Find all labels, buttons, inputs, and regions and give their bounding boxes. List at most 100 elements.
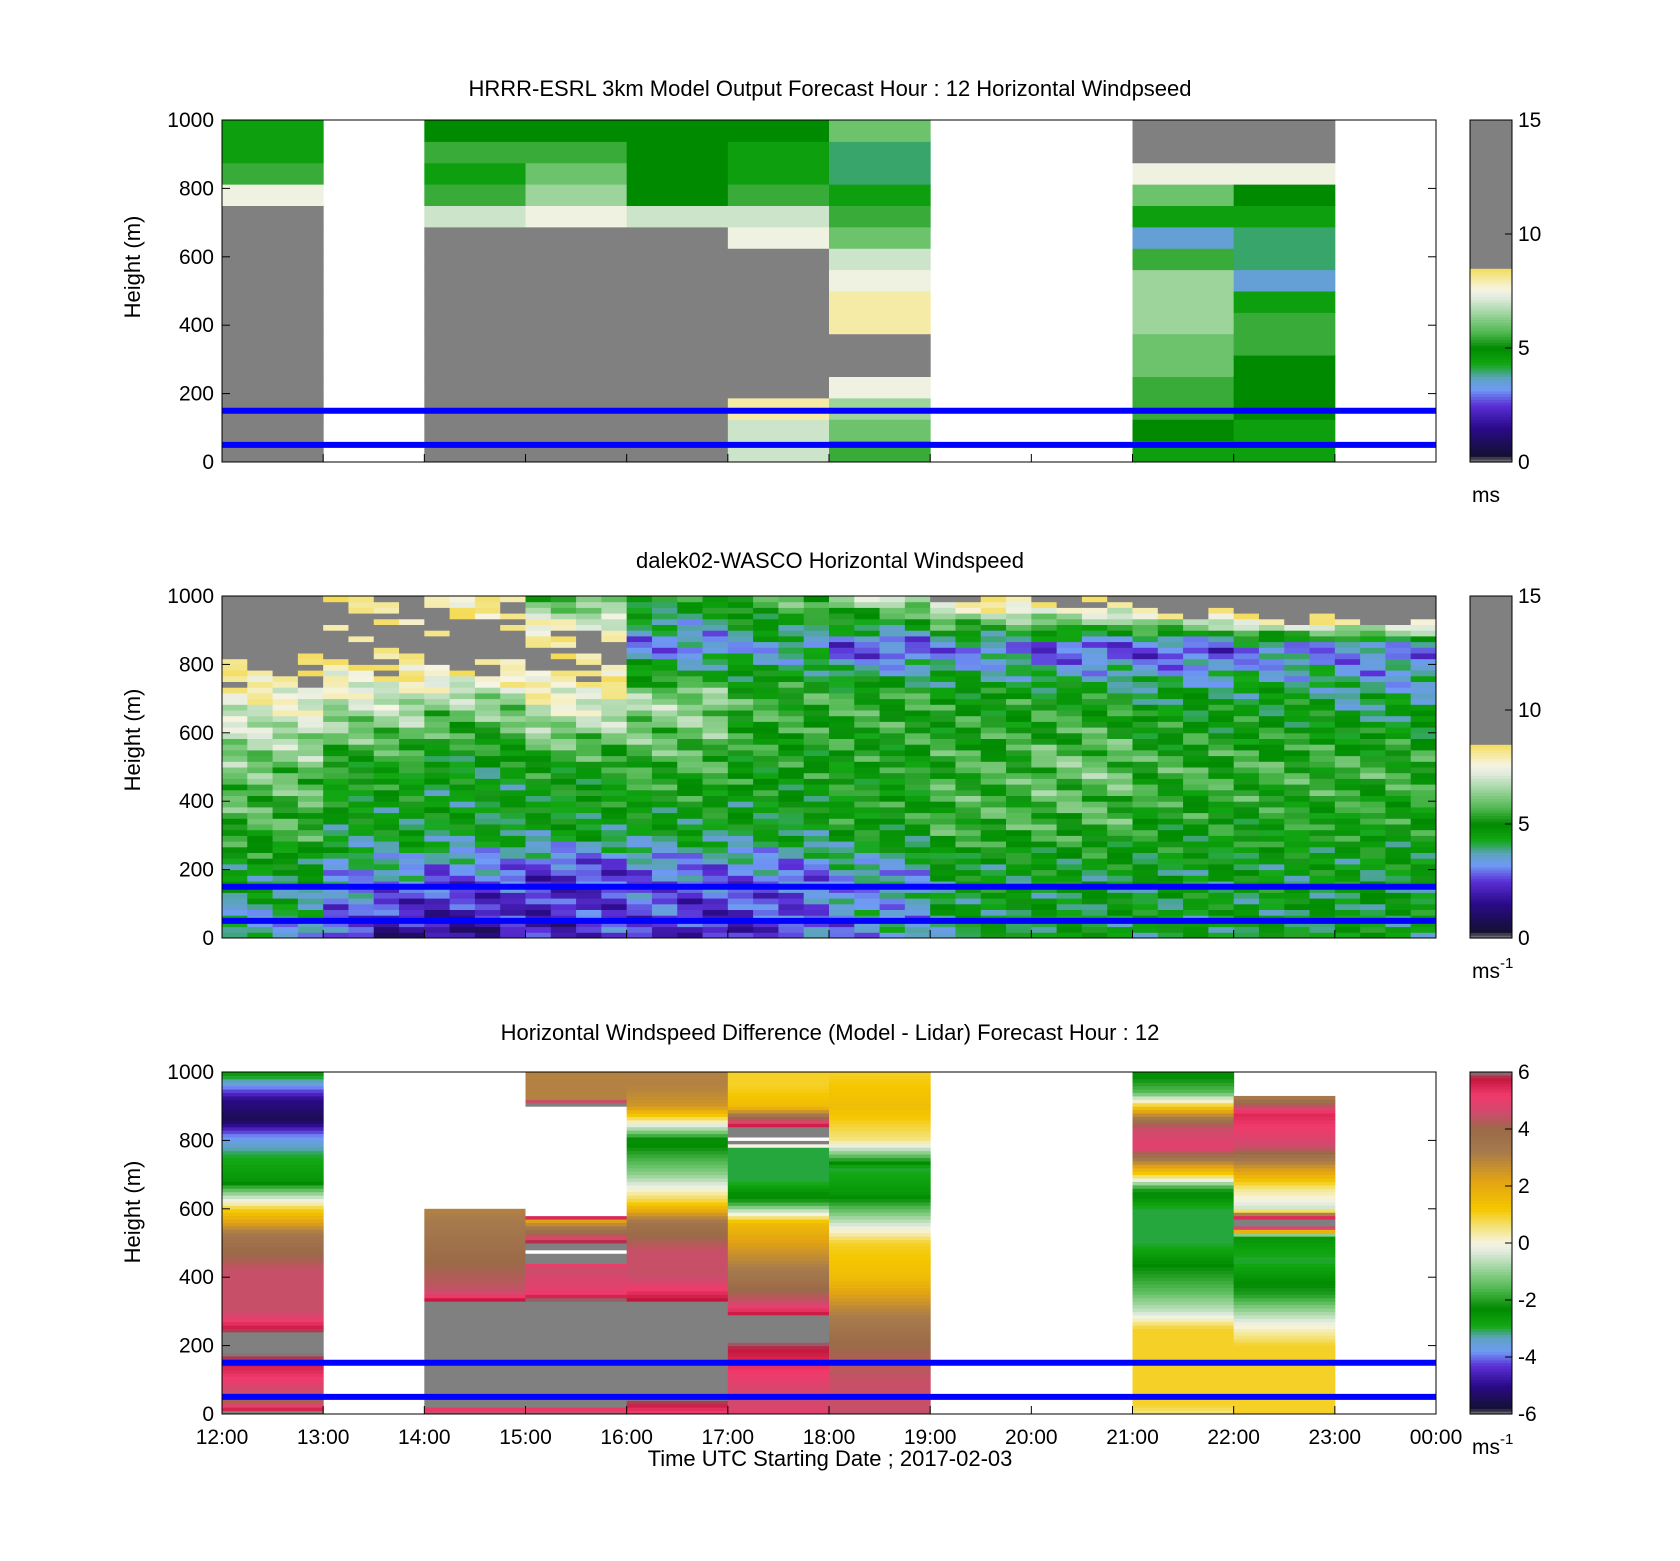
heatmap-cell [500,858,526,865]
heatmap-cell [829,806,855,814]
heatmap-cell [702,801,729,808]
heatmap-cell [297,767,324,774]
heatmap-cell [727,738,754,745]
heatmap-cell [449,818,476,825]
heatmap-cell [323,738,349,745]
heatmap-cell [1334,812,1361,819]
heatmap-cell [323,715,349,722]
heatmap-cell [222,653,248,660]
heatmap-cell [904,869,931,876]
heatmap-cell [525,1294,628,1299]
heatmap-cell [222,738,248,745]
heatmap-cell [1157,681,1184,688]
heatmap-cell [955,784,982,791]
heatmap-cell [803,630,830,637]
heatmap-cell [1360,601,1386,608]
heatmap-cell [247,909,274,916]
heatmap-cell [980,658,1007,665]
heatmap-cell [829,858,855,865]
heatmap-cell [1157,692,1184,700]
heatmap-cell [247,761,274,768]
heatmap-cell [525,1403,628,1408]
heatmap-cell [1081,886,1108,893]
heatmap-cell [626,1143,729,1148]
heatmap-cell [980,903,1007,910]
heatmap-cell [1132,898,1159,905]
heatmap-cell [930,818,956,825]
heatmap-cell [550,721,577,728]
heatmap-cell [778,738,805,745]
heatmap-cell [1183,795,1209,802]
heatmap-cell [1006,795,1032,802]
heatmap-cell [424,205,526,228]
heatmap-cell [1334,801,1361,808]
colorbar-segment [1470,424,1512,429]
heatmap-cell [1031,744,1058,751]
heatmap-cell [1132,1225,1235,1230]
heatmap-cell [525,1072,628,1076]
colorbar-segment [1470,923,1512,928]
heatmap-cell [626,1205,729,1210]
heatmap-cell [1132,1133,1235,1138]
heatmap-cell [1157,596,1184,603]
heatmap-cell [272,658,299,665]
heatmap-cell [323,898,349,905]
heatmap-cell [222,670,248,677]
heatmap-cell [829,1099,931,1104]
heatmap-cell [626,1297,729,1302]
heatmap-cell [1410,875,1437,882]
heatmap-cell [525,664,552,671]
heatmap-cell [1081,767,1108,774]
heatmap-cell [1233,903,1260,910]
colorbar-segment [1470,821,1512,825]
heatmap-cell [829,1243,931,1247]
heatmap-cell [753,675,779,682]
heatmap-cell [1309,738,1336,745]
heatmap-cell [348,875,375,882]
heatmap-cell [803,767,830,774]
heatmap-cell [677,818,704,825]
heatmap-cell [576,926,602,933]
heatmap-cell [525,1133,628,1138]
heatmap-cell [424,624,451,631]
heatmap-cell [727,1318,830,1323]
heatmap-cell [753,767,779,774]
heatmap-cell [651,601,678,608]
heatmap-cell [1258,749,1285,757]
heatmap-cell [955,892,982,899]
heatmap-cell [1132,1331,1235,1336]
heatmap-cell [1233,875,1260,882]
heatmap-cell [348,721,375,728]
colorbar-segment [1470,1086,1512,1090]
heatmap-cell [1006,898,1032,905]
heatmap-cell [272,641,299,648]
heatmap-cell [930,920,956,928]
heatmap-cell [677,858,704,865]
heatmap-cell [651,647,678,654]
heatmap-cell [222,1273,324,1278]
heatmap-cell [1410,858,1437,865]
heatmap-cell [727,1140,830,1145]
heatmap-cell [550,738,577,745]
heatmap-cell [1334,658,1361,665]
heatmap-cell [1233,333,1336,356]
heatmap-cell [297,698,324,705]
heatmap-cell [677,710,704,717]
colorbar-segment [1470,1354,1512,1358]
heatmap-cell [626,1307,729,1312]
heatmap-cell [601,744,628,751]
y-tick-label: 600 [179,722,214,745]
heatmap-cell [1208,824,1235,831]
heatmap-cell [424,721,451,728]
heatmap-cell [930,618,956,625]
heatmap-cell [272,744,299,751]
heatmap-cell [1284,601,1311,608]
heatmap-cell [930,772,956,779]
heatmap-cell [778,846,805,853]
heatmap-cell [424,1270,526,1275]
heatmap-cell [854,932,881,939]
heatmap-cell [323,846,349,853]
heatmap-cell [651,635,678,643]
heatmap-cell [1284,778,1311,785]
heatmap-cell [904,863,931,871]
